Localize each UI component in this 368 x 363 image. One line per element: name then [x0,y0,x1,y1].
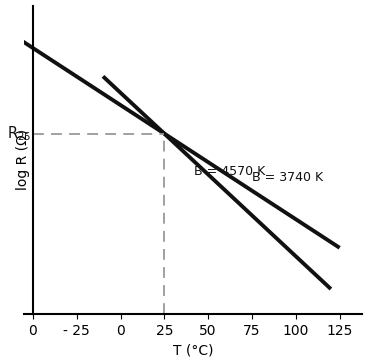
Text: R$_{25}$: R$_{25}$ [7,124,31,143]
X-axis label: T (°C): T (°C) [173,343,213,358]
Y-axis label: log R (Ω): log R (Ω) [16,129,30,191]
Text: B = 4570 K: B = 4570 K [194,164,265,178]
Text: B = 3740 K: B = 3740 K [252,171,323,184]
